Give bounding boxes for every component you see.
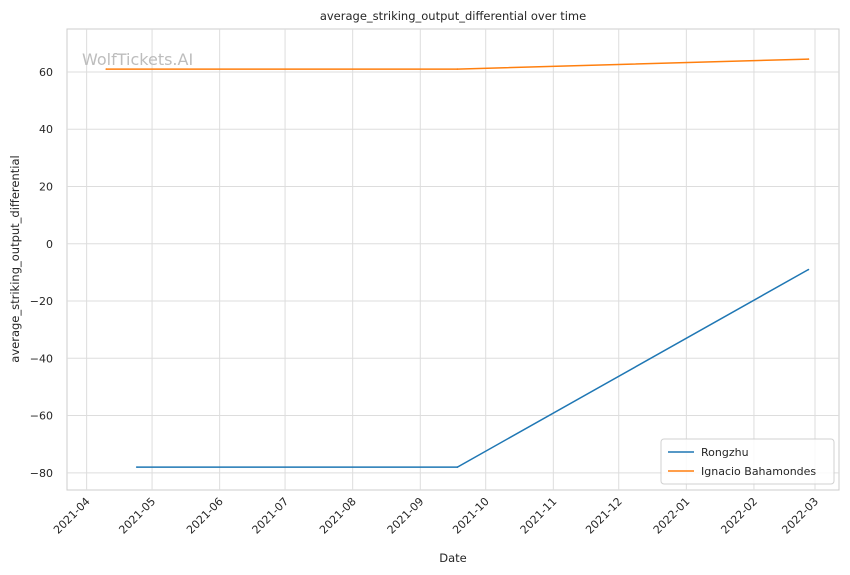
x-tick-label: 2021-09 — [385, 495, 427, 537]
y-tick-label: −60 — [30, 410, 53, 423]
y-gridlines — [67, 71, 839, 474]
y-tick-label: −20 — [30, 295, 53, 308]
legend-box — [660, 438, 835, 485]
y-tick-labels: 60 40 20 0 −20 −40 −60 −80 — [30, 66, 53, 480]
y-tick-label: −40 — [30, 352, 53, 365]
y-tick-label: 0 — [46, 238, 53, 251]
legend-label-ignacio-bahamondes: Ignacio Bahamondes — [701, 465, 816, 478]
series-point-ignacio-bahamondes — [105, 68, 108, 70]
x-tick-label: 2021-04 — [51, 495, 93, 537]
chart-title: average_striking_output_differential ove… — [320, 9, 586, 23]
x-gridlines — [86, 29, 816, 490]
series-point-ignacio-bahamondes — [807, 58, 810, 60]
y-tick-label: 60 — [39, 66, 53, 79]
x-tick-label: 2021-06 — [184, 495, 226, 537]
x-tick-label: 2021-05 — [116, 495, 158, 537]
x-tick-label: 2021-12 — [583, 495, 625, 537]
x-tick-label: 2022-02 — [718, 495, 760, 537]
x-tick-label: 2021-10 — [450, 495, 492, 537]
series-point-rongzhu — [456, 466, 459, 468]
y-axis-label: average_striking_output_differential — [8, 155, 22, 362]
legend: Rongzhu Ignacio Bahamondes — [660, 438, 835, 485]
series-point-ignacio-bahamondes — [456, 68, 459, 70]
x-tick-labels: 2021-04 2021-05 2021-06 2021-07 2021-08 2021-… — [51, 495, 821, 537]
x-tick-label: 2021-08 — [317, 495, 359, 537]
y-tick-label: −80 — [30, 467, 53, 480]
x-tick-label: 2021-07 — [250, 495, 292, 537]
y-tick-label: 40 — [39, 123, 53, 136]
watermark: WolfTickets.AI — [82, 50, 193, 69]
series-point-rongzhu — [807, 268, 810, 271]
x-axis-label: Date — [439, 551, 467, 565]
y-tick-label: 20 — [39, 180, 53, 193]
legend-label-rongzhu: Rongzhu — [701, 446, 749, 459]
x-tick-label: 2021-11 — [518, 495, 560, 537]
plot-area — [66, 28, 840, 491]
series-layer — [105, 58, 810, 468]
x-tick-label: 2022-01 — [651, 495, 693, 537]
x-tick-label: 2022-03 — [779, 495, 821, 537]
series-point-rongzhu — [135, 466, 138, 468]
